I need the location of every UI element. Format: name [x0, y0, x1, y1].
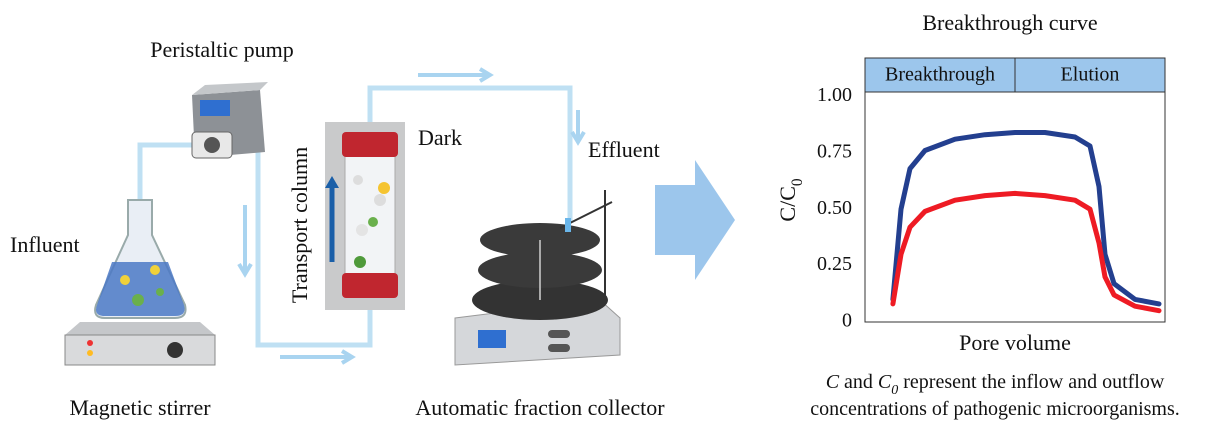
process-arrow — [655, 160, 735, 280]
chart-title: Breakthrough curve — [922, 10, 1097, 35]
caption-line: concentrations of pathogenic microorgani… — [810, 398, 1180, 420]
text-segment: represent the inflow and outflow — [898, 371, 1165, 393]
collector-icon — [455, 190, 620, 365]
caption-line: C and C0 represent the inflow and outflo… — [826, 371, 1165, 398]
effluent-label: Effluent — [588, 137, 660, 162]
x-axis-label: Pore volume — [959, 330, 1071, 355]
y-tick-label: 0 — [842, 310, 852, 332]
dark-label: Dark — [418, 125, 462, 150]
curve — [893, 133, 1159, 304]
y-tick-label: 0.25 — [817, 253, 852, 275]
y-axis-label: C/C0 — [775, 178, 806, 221]
text-segment: C — [878, 371, 892, 393]
column-label: Transport column — [287, 147, 312, 303]
y-tick-label: 0.50 — [817, 197, 852, 219]
text-segment: concentrations of pathogenic microorgani… — [810, 398, 1180, 420]
phase-label: Elution — [1061, 64, 1120, 86]
flask-icon — [95, 200, 186, 318]
pump-label: Peristaltic pump — [150, 37, 294, 62]
stirrer-icon — [65, 322, 215, 365]
text-segment: and — [839, 371, 878, 393]
curve — [893, 193, 1159, 310]
collector-label: Automatic fraction collector — [415, 395, 665, 420]
phase-label: Breakthrough — [885, 64, 995, 86]
y-tick-label: 1.00 — [817, 84, 852, 106]
influent-label: Influent — [10, 232, 80, 257]
figure: Peristaltic pump Influent Magnetic stirr… — [0, 0, 1232, 423]
text-segment: 0 — [789, 178, 806, 186]
text-segment: 0 — [891, 383, 898, 398]
pump-icon — [192, 82, 268, 158]
plot-frame — [865, 58, 1165, 322]
text-segment: C/C — [775, 186, 800, 221]
y-tick-label: 0.75 — [817, 140, 852, 162]
text-segment: C — [826, 371, 840, 393]
stirrer-label: Magnetic stirrer — [69, 395, 211, 420]
